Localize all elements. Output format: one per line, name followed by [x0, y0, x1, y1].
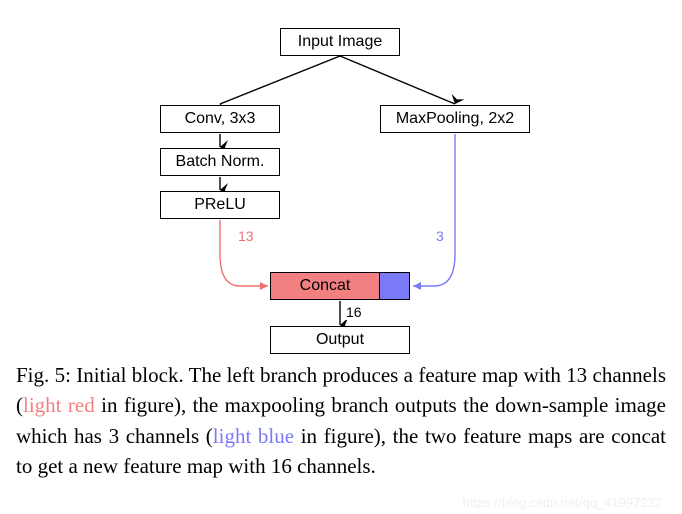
node-prelu: PReLU — [160, 191, 280, 219]
node-maxpooling: MaxPooling, 2x2 — [380, 105, 530, 133]
node-input-image: Input Image — [280, 28, 400, 56]
diagram-area: Input Image Conv, 3x3 Batch Norm. PReLU … — [0, 0, 682, 350]
edge-label-13: 13 — [238, 228, 254, 244]
edge-max-to-concat — [413, 134, 455, 286]
node-label: Conv, 3x3 — [185, 110, 256, 128]
node-label: Concat — [300, 277, 351, 295]
figure-caption: Fig. 5: Initial block. The left branch p… — [16, 360, 666, 482]
node-label: Output — [316, 331, 364, 349]
node-label: MaxPooling, 2x2 — [396, 110, 514, 128]
watermark: https://blog.csdn.net/qq_41997237 — [463, 495, 663, 510]
node-concat-blue — [380, 272, 410, 300]
edge-input-to-conv — [220, 56, 340, 104]
edge-label-16: 16 — [346, 304, 362, 320]
node-batch-norm: Batch Norm. — [160, 148, 280, 176]
node-label: Batch Norm. — [176, 153, 265, 171]
node-label: Input Image — [298, 33, 383, 51]
edge-label-3: 3 — [436, 228, 444, 244]
node-conv: Conv, 3x3 — [160, 105, 280, 133]
caption-lightblue: light blue — [213, 424, 294, 448]
node-concat-red: Concat — [270, 272, 380, 300]
node-output: Output — [270, 326, 410, 354]
caption-lightred: light red — [23, 393, 95, 417]
edge-input-to-max — [340, 56, 455, 104]
node-label: PReLU — [194, 196, 246, 214]
